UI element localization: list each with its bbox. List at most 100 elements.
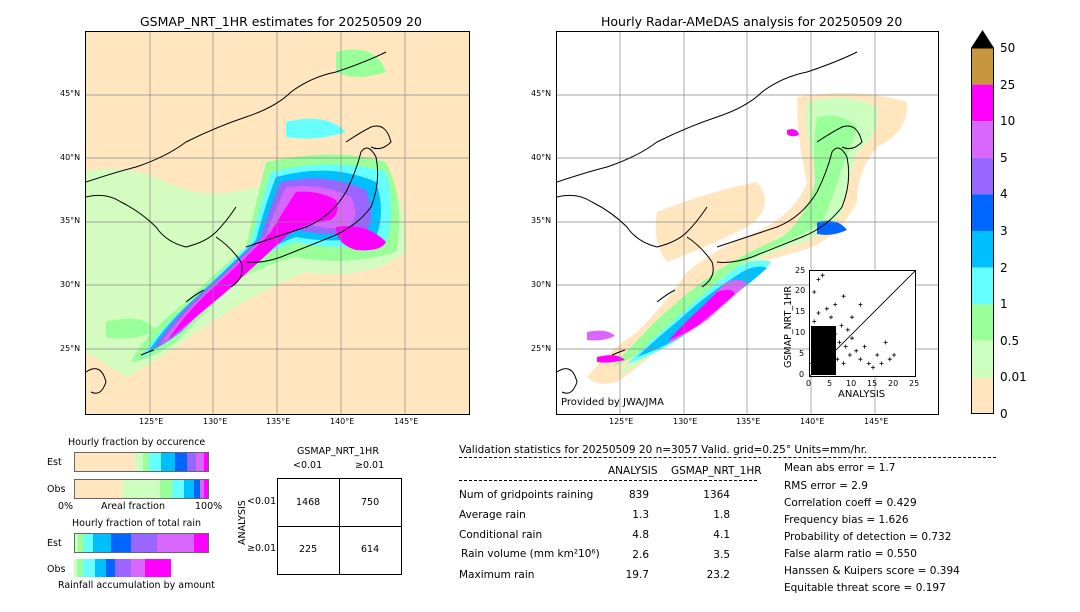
contingency-cell: 750 (361, 497, 380, 508)
colorbar-segment (971, 157, 994, 195)
contingency-cell: 1468 (296, 497, 321, 508)
scatter-point (833, 332, 838, 336)
stat-row-analysis: 1.3 (632, 509, 649, 521)
lat-label: 30°N (531, 280, 552, 289)
colorbar-label: 1 (1000, 297, 1008, 312)
scatter-point (850, 336, 854, 341)
occurrence-obs-bar (74, 479, 209, 499)
scatter-point (843, 344, 848, 349)
colorbar-segment (971, 304, 994, 341)
contingency-cell: 614 (361, 544, 380, 555)
validation-subdivider (459, 480, 757, 481)
colorbar-graphic (971, 30, 994, 414)
lat-label: 30°N (60, 280, 81, 289)
stat-row-label: Num of gridpoints raining (459, 489, 594, 501)
colorbar-label: 2 (1000, 260, 1008, 275)
stat-row-analysis: 2.6 (632, 549, 649, 561)
lon-label: 125°E (609, 417, 634, 426)
occurrence-title: Hourly fraction by occurence (68, 437, 206, 448)
scatter-point (812, 319, 817, 324)
scatter-point (835, 357, 840, 362)
total-rain-footer: Rainfall accumulation by amount (58, 580, 215, 591)
scatter-point (810, 361, 815, 366)
colorbar-segment (971, 377, 994, 414)
colorbar-label: 10 (1000, 114, 1016, 129)
score-item: Hanssen & Kuipers score = 0.394 (784, 565, 960, 577)
score-item: Equitable threat score = 0.197 (784, 582, 946, 594)
scatter-point (824, 306, 829, 311)
scatter-point (841, 294, 846, 299)
scatter-point (822, 344, 827, 349)
scatter-point (826, 336, 831, 341)
scatter-point (816, 277, 821, 282)
contingency-col-label: <0.01 (293, 460, 323, 471)
lon-label: 145°E (864, 417, 889, 426)
stat-row-analysis: 839 (628, 489, 649, 501)
validation-header: Validation statistics for 20250509 20 n=… (459, 444, 868, 456)
scatter-point (818, 369, 823, 374)
colorbar-segment (971, 231, 994, 268)
stat-row-gsmap: 3.5 (713, 549, 730, 561)
lat-label: 45°N (60, 89, 81, 98)
scatter-ytick: 25 (795, 266, 806, 275)
colorbar-segment (971, 84, 994, 122)
colorbar-label: 3 (1000, 224, 1008, 238)
colorbar-label: 50 (1000, 41, 1016, 55)
stat-row-label: Rain volume (mm km²10⁶) (461, 548, 600, 560)
contingency-cell: 225 (299, 544, 318, 555)
colorbar-label: 0.01 (1000, 370, 1027, 385)
contingency-row-label: ≥0.01 (247, 543, 277, 554)
scatter-xtick: 10 (846, 379, 857, 388)
score-item: Mean abs error = 1.7 (784, 462, 896, 474)
total-rain-row-obs: Obs (47, 564, 66, 575)
scatter-point (883, 340, 888, 345)
lon-label: 130°E (203, 417, 228, 426)
scatter-point (816, 348, 821, 353)
scatter-ytick: 5 (799, 349, 805, 358)
scatter-points (809, 270, 916, 377)
colorbar-segment (971, 48, 994, 85)
validation-divider (459, 457, 996, 458)
lat-label: 35°N (531, 216, 552, 225)
left-map-title: GSMAP_NRT_1HR estimates for 20250509 20 (140, 14, 422, 29)
scatter-point (820, 327, 825, 332)
scatter-point (820, 357, 825, 362)
scatter-point (887, 357, 892, 362)
scatter-point (829, 315, 833, 320)
stat-row-label: Average rain (459, 509, 526, 521)
lat-label: 35°N (60, 216, 81, 225)
left-map-field (86, 32, 469, 414)
scatter-point (831, 348, 836, 353)
contingency-title: GSMAP_NRT_1HR (297, 446, 379, 457)
stat-row-gsmap: 1364 (703, 489, 730, 501)
score-item: Correlation coeff = 0.429 (784, 497, 917, 509)
data-credit: Provided by JWA/JMA (561, 397, 664, 408)
stat-row-gsmap: 1.8 (713, 509, 730, 521)
scatter-point (814, 365, 819, 370)
total-rain-obs-bar (74, 559, 207, 577)
lat-label: 25°N (60, 344, 81, 353)
colorbar-label: 0 (1000, 407, 1008, 421)
scatter-point (845, 327, 850, 332)
right-gridlines (557, 32, 938, 414)
scatter-point (866, 361, 871, 366)
stat-row-gsmap: 4.1 (713, 529, 730, 541)
scatter-ytick: 10 (795, 328, 806, 337)
scatter-point (850, 315, 854, 320)
left-gridlines (86, 32, 469, 414)
lon-label: 130°E (673, 417, 698, 426)
lon-label: 145°E (394, 417, 419, 426)
scatter-xtick: 0 (806, 379, 812, 388)
scatter-point (812, 353, 817, 357)
colorbar-segment (971, 121, 994, 158)
scatter-point (862, 344, 867, 349)
total-rain-row-est: Est (47, 538, 62, 549)
stat-row-analysis: 19.7 (625, 569, 649, 581)
colorbar-segment (971, 267, 994, 305)
occurrence-axis-label: Areal fraction (101, 501, 166, 512)
lon-label: 140°E (330, 417, 355, 426)
scatter-xlabel: ANALYSIS (838, 389, 886, 400)
right-map-title: Hourly Radar-AMeDAS analysis for 2025050… (601, 14, 903, 29)
scatter-point (839, 323, 844, 328)
lat-label: 45°N (531, 89, 552, 98)
